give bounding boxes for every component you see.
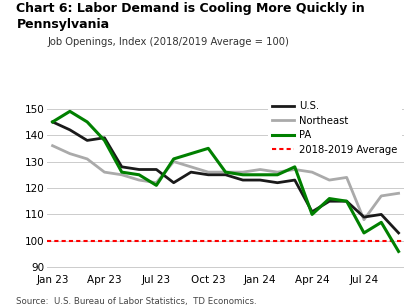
Northeast	[189, 165, 194, 169]
U.S.	[137, 168, 142, 171]
Northeast	[258, 168, 262, 171]
PA	[137, 173, 142, 176]
Northeast	[171, 160, 176, 164]
U.S.	[379, 213, 384, 216]
2018-2019 Average	[68, 239, 73, 243]
U.S.	[50, 120, 55, 124]
Legend: U.S., Northeast, PA, 2018-2019 Average: U.S., Northeast, PA, 2018-2019 Average	[268, 97, 402, 159]
PA	[309, 213, 314, 216]
U.S.	[344, 199, 349, 203]
Northeast	[396, 192, 401, 195]
Line: U.S.: U.S.	[53, 122, 398, 233]
Northeast	[68, 152, 73, 156]
U.S.	[189, 170, 194, 174]
Northeast	[379, 194, 384, 198]
U.S.	[223, 173, 228, 176]
Northeast	[85, 157, 90, 161]
PA	[223, 170, 228, 174]
U.S.	[119, 165, 124, 169]
PA	[396, 249, 401, 253]
U.S.	[275, 181, 280, 184]
Northeast	[119, 173, 124, 176]
PA	[344, 199, 349, 203]
PA	[119, 170, 124, 174]
Text: Job Openings, Index (2018/2019 Average = 100): Job Openings, Index (2018/2019 Average =…	[47, 37, 289, 47]
Northeast	[344, 176, 349, 179]
U.S.	[206, 173, 211, 176]
PA	[240, 173, 245, 176]
Northeast	[292, 168, 297, 171]
PA	[327, 197, 332, 201]
U.S.	[171, 181, 176, 184]
PA	[85, 120, 90, 124]
U.S.	[258, 178, 262, 182]
Line: PA: PA	[53, 111, 398, 251]
Text: Source:  U.S. Bureau of Labor Statistics,  TD Economics.: Source: U.S. Bureau of Labor Statistics,…	[16, 298, 257, 306]
Northeast	[275, 170, 280, 174]
Northeast	[206, 170, 211, 174]
PA	[206, 147, 211, 150]
Northeast	[50, 144, 55, 148]
2018-2019 Average	[50, 239, 55, 243]
U.S.	[327, 199, 332, 203]
U.S.	[240, 178, 245, 182]
PA	[292, 165, 297, 169]
PA	[258, 173, 262, 176]
U.S.	[292, 178, 297, 182]
Northeast	[309, 170, 314, 174]
PA	[68, 109, 73, 113]
U.S.	[85, 139, 90, 142]
Northeast	[327, 178, 332, 182]
Northeast	[361, 218, 366, 221]
Northeast	[240, 170, 245, 174]
PA	[171, 157, 176, 161]
Line: Northeast: Northeast	[53, 146, 398, 220]
Text: Pennsylvania: Pennsylvania	[16, 18, 110, 31]
U.S.	[309, 210, 314, 214]
U.S.	[102, 136, 107, 140]
Northeast	[102, 170, 107, 174]
Northeast	[154, 181, 159, 184]
PA	[275, 173, 280, 176]
Northeast	[223, 170, 228, 174]
PA	[189, 152, 194, 156]
Text: Chart 6: Labor Demand is Cooling More Quickly in: Chart 6: Labor Demand is Cooling More Qu…	[16, 2, 365, 14]
PA	[102, 139, 107, 142]
PA	[361, 231, 366, 235]
U.S.	[396, 231, 401, 235]
PA	[50, 120, 55, 124]
PA	[379, 221, 384, 224]
U.S.	[361, 215, 366, 219]
Northeast	[137, 178, 142, 182]
PA	[154, 184, 159, 187]
U.S.	[154, 168, 159, 171]
U.S.	[68, 128, 73, 132]
